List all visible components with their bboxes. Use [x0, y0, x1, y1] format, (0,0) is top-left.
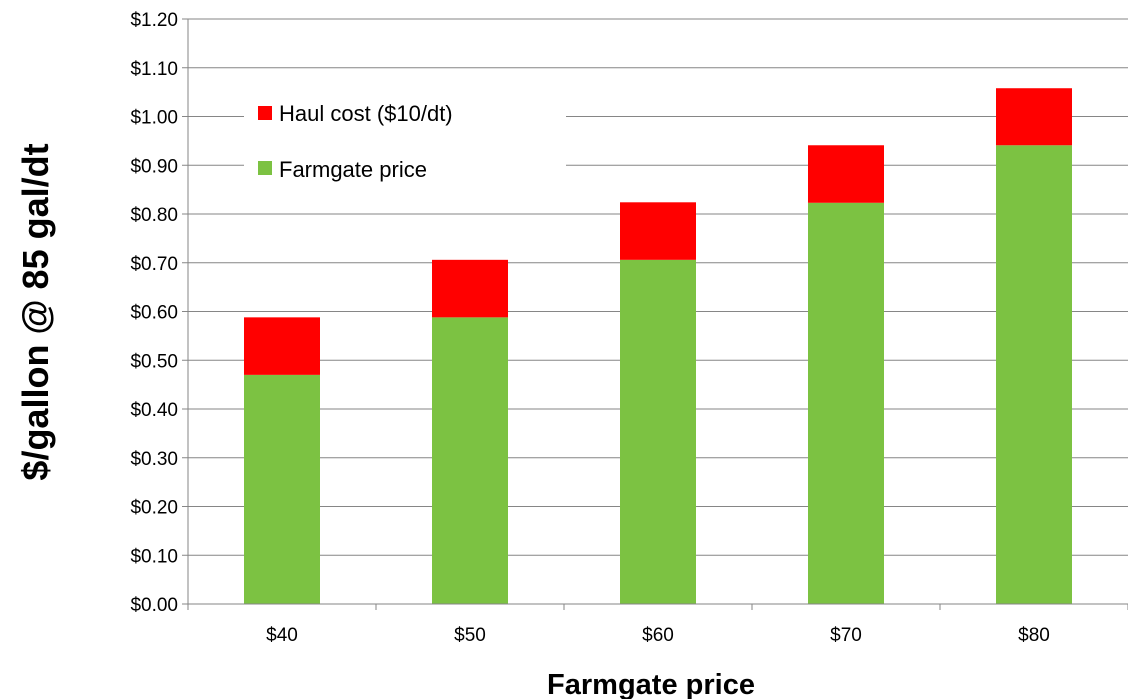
y-axis-title: $/gallon @ 85 gal/dt	[15, 143, 56, 480]
y-tick-label: $0.10	[130, 546, 178, 567]
x-tick-label: $50	[454, 625, 486, 646]
legend-label-haul-cost: Haul cost ($10/dt)	[279, 101, 453, 126]
legend-label-farmgate-price: Farmgate price	[279, 157, 427, 182]
y-tick-label: $0.30	[130, 449, 178, 470]
y-tick-label: $1.20	[130, 10, 178, 31]
x-tick-label: $80	[1018, 625, 1050, 646]
bar-farmgate-price	[432, 317, 508, 604]
y-tick-label: $1.10	[130, 59, 178, 80]
x-axis-title: Farmgate price	[547, 669, 755, 699]
bar-haul-cost	[996, 88, 1072, 146]
legend-swatch-farmgate-price	[258, 161, 272, 175]
x-tick-label: $60	[642, 625, 674, 646]
bar-farmgate-price	[244, 374, 320, 604]
y-tick-label: $0.90	[130, 156, 178, 177]
legend-background	[244, 96, 566, 200]
y-tick-label: $1.00	[130, 108, 178, 129]
x-tick-label: $70	[830, 625, 862, 646]
y-tick-label: $0.60	[130, 303, 178, 324]
bars	[244, 88, 1072, 604]
x-axis-ticks: $40 $50 $60 $70 $80	[187, 604, 1128, 646]
bar-haul-cost	[620, 202, 696, 260]
y-tick-label: $0.50	[130, 351, 178, 372]
bar-farmgate-price	[620, 259, 696, 604]
axes	[187, 19, 1128, 605]
legend-swatch-haul-cost	[258, 106, 272, 120]
bar-haul-cost	[432, 259, 508, 318]
y-tick-label: $0.00	[130, 595, 178, 616]
y-tick-label: $0.70	[130, 254, 178, 275]
bar-haul-cost	[244, 317, 320, 375]
bar-haul-cost	[808, 145, 884, 203]
x-tick-label: $40	[266, 625, 298, 646]
bar-farmgate-price	[996, 145, 1072, 604]
legend: Haul cost ($10/dt) Farmgate price	[244, 96, 566, 200]
y-tick-label: $0.40	[130, 400, 178, 421]
y-axis-ticks: $0.00 $0.10 $0.20 $0.30 $0.40 $0.50 $0.60 $0.70…	[130, 10, 188, 616]
y-tick-label: $0.20	[130, 498, 178, 519]
bar-farmgate-price	[808, 202, 884, 604]
y-tick-label: $0.80	[130, 205, 178, 226]
